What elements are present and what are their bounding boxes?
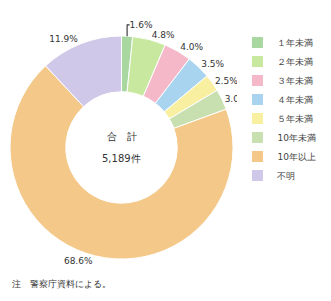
svg-text:3.5%: 3.5% xyxy=(201,59,224,69)
svg-text:1.6%: 1.6% xyxy=(130,20,153,30)
svg-text:４年未満: ４年未満 xyxy=(277,95,313,105)
svg-text:３年未満: ３年未満 xyxy=(277,76,313,86)
svg-text:10年未満: 10年未満 xyxy=(277,133,315,143)
svg-text:注 警察庁資料による。: 注 警察庁資料による。 xyxy=(12,279,111,289)
svg-text:68.6%: 68.6% xyxy=(64,256,93,266)
svg-text:2.5%: 2.5% xyxy=(215,76,238,86)
svg-text:10年以上: 10年以上 xyxy=(277,152,315,162)
svg-text:１年未満: １年未満 xyxy=(277,38,313,48)
svg-text:２年未満: ２年未満 xyxy=(277,57,313,67)
svg-text:不明: 不明 xyxy=(277,171,295,181)
svg-text:合 計: 合 計 xyxy=(107,131,137,142)
svg-text:５年未満: ５年未満 xyxy=(277,114,313,124)
svg-text:4.8%: 4.8% xyxy=(152,30,175,40)
svg-text:4.0%: 4.0% xyxy=(180,42,203,52)
svg-text:11.9%: 11.9% xyxy=(49,34,78,44)
svg-text:5,189件: 5,189件 xyxy=(102,153,141,164)
svg-text:3.0%: 3.0% xyxy=(224,93,248,104)
